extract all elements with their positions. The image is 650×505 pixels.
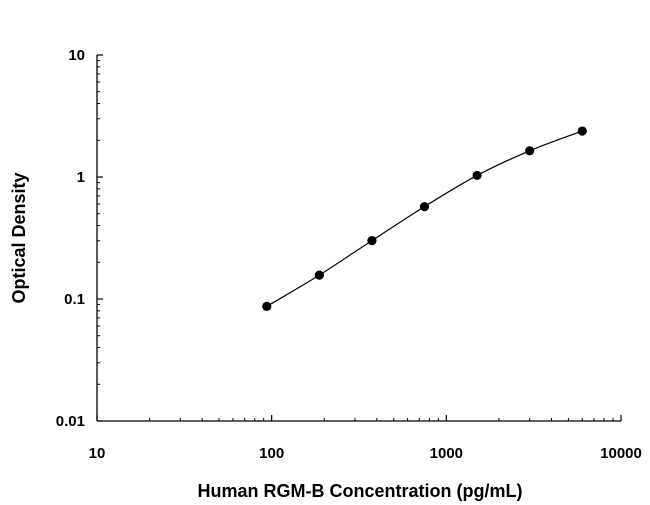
axes bbox=[96, 55, 621, 422]
data-point bbox=[367, 236, 377, 246]
y-tick-label: 10 bbox=[68, 47, 85, 64]
y-tick-label: 0.1 bbox=[64, 291, 85, 308]
tick-marks bbox=[96, 54, 622, 422]
data-point bbox=[419, 201, 430, 212]
data-points bbox=[262, 126, 587, 311]
data-point bbox=[525, 146, 535, 156]
data-point bbox=[314, 270, 324, 280]
data-point bbox=[472, 170, 482, 181]
y-tick-label: 0.01 bbox=[56, 413, 85, 430]
x-tick-label: 100 bbox=[259, 445, 284, 462]
fit-curve bbox=[266, 130, 583, 307]
data-point bbox=[262, 301, 272, 311]
tick-labels: 0.01 0.1 1 10 10 100 1000 10000 bbox=[56, 47, 642, 462]
x-tick-label: 10000 bbox=[600, 445, 642, 462]
x-tick-label: 1000 bbox=[430, 445, 463, 462]
x-axis-title: Human RGM-B Concentration (pg/mL) bbox=[198, 481, 523, 501]
x-tick-label: 10 bbox=[89, 445, 106, 462]
y-tick-label: 1 bbox=[77, 169, 85, 186]
data-point bbox=[577, 126, 587, 136]
y-axis-title: Optical Density bbox=[9, 172, 29, 303]
